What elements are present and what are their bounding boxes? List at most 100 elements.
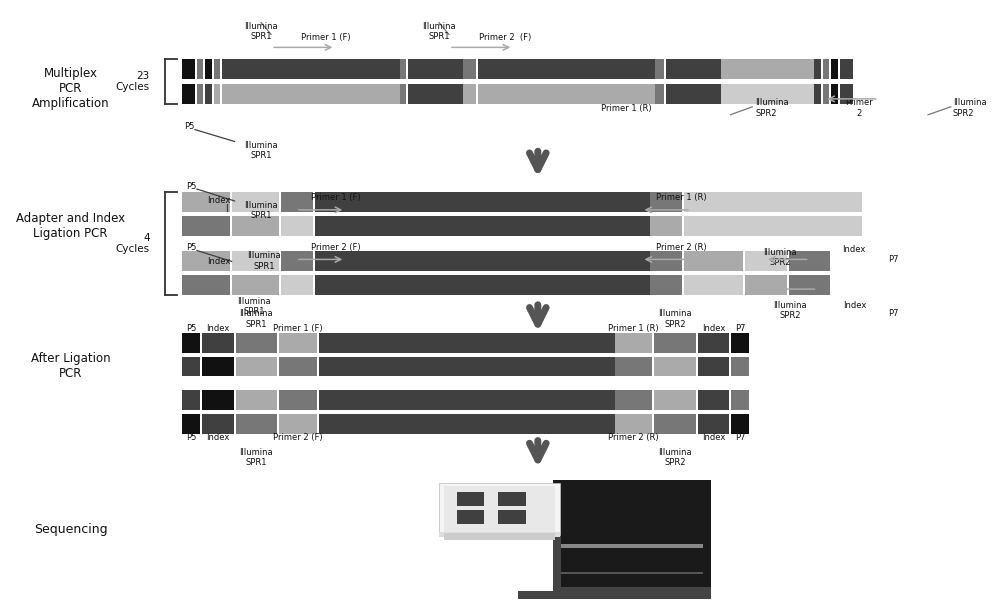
Text: P5: P5 [186,324,196,333]
Bar [214,84,220,104]
Text: Index: Index [206,433,229,443]
Bar [444,486,555,532]
Bar [281,192,313,212]
Bar [650,251,682,271]
Bar [721,84,814,104]
Bar [655,59,664,79]
Text: Primer 2 (R): Primer 2 (R) [608,433,659,443]
Bar [553,480,711,599]
Text: Primer 2  (F): Primer 2 (F) [479,33,531,42]
Bar [698,390,729,410]
Text: Primer 1 (R): Primer 1 (R) [656,194,707,203]
Bar [232,275,279,295]
Text: Primer 2 (F): Primer 2 (F) [273,433,323,443]
Bar [319,414,615,434]
Bar [650,275,682,295]
Bar [684,251,743,271]
Bar [232,192,279,212]
Bar [615,414,652,434]
Text: Illumina
SPR1: Illumina SPR1 [237,297,271,316]
Text: Illumina
SPR2: Illumina SPR2 [658,448,692,467]
Text: Index: Index [842,245,866,254]
Bar [553,486,561,594]
Bar [315,216,650,236]
Bar [439,483,560,535]
Text: Illumina
SPR1: Illumina SPR1 [244,201,278,220]
Bar [182,251,230,271]
Text: P5: P5 [184,122,194,131]
Bar [561,544,703,548]
Text: Index: Index [843,301,867,310]
Bar [236,390,277,410]
Bar [232,251,279,271]
Bar [823,59,829,79]
Bar [840,84,853,104]
Bar [408,84,463,104]
Text: Primer 1 (F): Primer 1 (F) [273,324,323,333]
Text: P5: P5 [186,433,196,443]
Text: Primer 2 (F): Primer 2 (F) [311,243,360,252]
Bar [840,59,853,79]
Bar [232,216,279,236]
Text: P7: P7 [735,324,746,333]
Bar [182,356,200,376]
Bar [731,356,749,376]
Bar [205,59,212,79]
Bar [615,333,652,353]
Text: Index: Index [702,433,725,443]
Bar [444,533,555,540]
Bar [553,588,711,599]
Text: Illumina
SPR1: Illumina SPR1 [244,22,278,41]
Bar [182,390,200,410]
Bar [561,572,703,574]
Bar [731,390,749,410]
Text: Multiplex
PCR
Amplification: Multiplex PCR Amplification [32,67,109,110]
Text: Primer 1 (R): Primer 1 (R) [608,324,659,333]
Bar [615,356,652,376]
Text: P5: P5 [186,181,196,191]
Bar [518,591,711,599]
Bar [684,216,862,236]
Bar [478,84,655,104]
Text: Primer 1 (F): Primer 1 (F) [311,194,360,203]
Text: Primer 1 (R): Primer 1 (R) [601,104,651,114]
Text: Index: Index [207,257,230,266]
Bar [650,192,682,212]
Bar [197,59,203,79]
Bar [666,84,721,104]
Bar [279,390,317,410]
Bar [197,84,203,104]
Bar [698,414,729,434]
Bar [408,59,463,79]
Text: Illumina
SPR2: Illumina SPR2 [773,301,807,320]
Bar [789,275,830,295]
Bar [615,390,652,410]
Bar [202,390,234,410]
Text: P7: P7 [888,309,899,318]
Text: Illumina
SPR1: Illumina SPR1 [239,310,273,329]
Bar [439,532,560,537]
Text: P7: P7 [735,433,746,443]
Bar [222,84,400,104]
Bar [182,333,200,353]
Bar [281,275,313,295]
Bar [654,390,696,410]
Bar [281,216,313,236]
Bar [789,251,830,271]
Text: Illumina
SPR2: Illumina SPR2 [763,248,797,267]
Bar [684,275,743,295]
Bar [831,59,838,79]
Text: Illumina
SPR1: Illumina SPR1 [244,140,278,160]
Bar [654,414,696,434]
Bar [202,414,234,434]
Bar [315,251,650,271]
Bar [400,59,406,79]
Text: Illumina
SPR2: Illumina SPR2 [658,310,692,329]
Bar [650,216,682,236]
Bar [202,356,234,376]
Text: After Ligation
PCR: After Ligation PCR [31,351,110,379]
Text: Illumina
SPR1: Illumina SPR1 [239,448,273,467]
Bar [478,59,655,79]
Bar [400,84,406,104]
Bar [498,510,526,524]
